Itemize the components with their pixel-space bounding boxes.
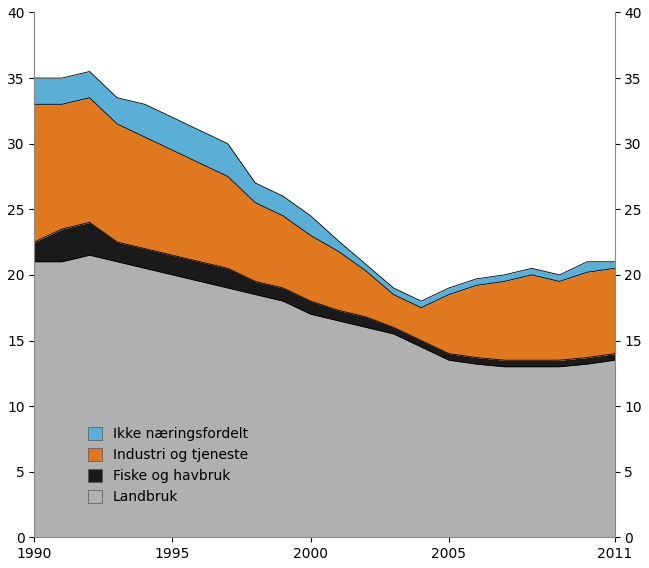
- Legend: Ikke næringsfordelt, Industri og tjeneste, Fiske og havbruk, Landbruk: Ikke næringsfordelt, Industri og tjenest…: [88, 427, 248, 504]
